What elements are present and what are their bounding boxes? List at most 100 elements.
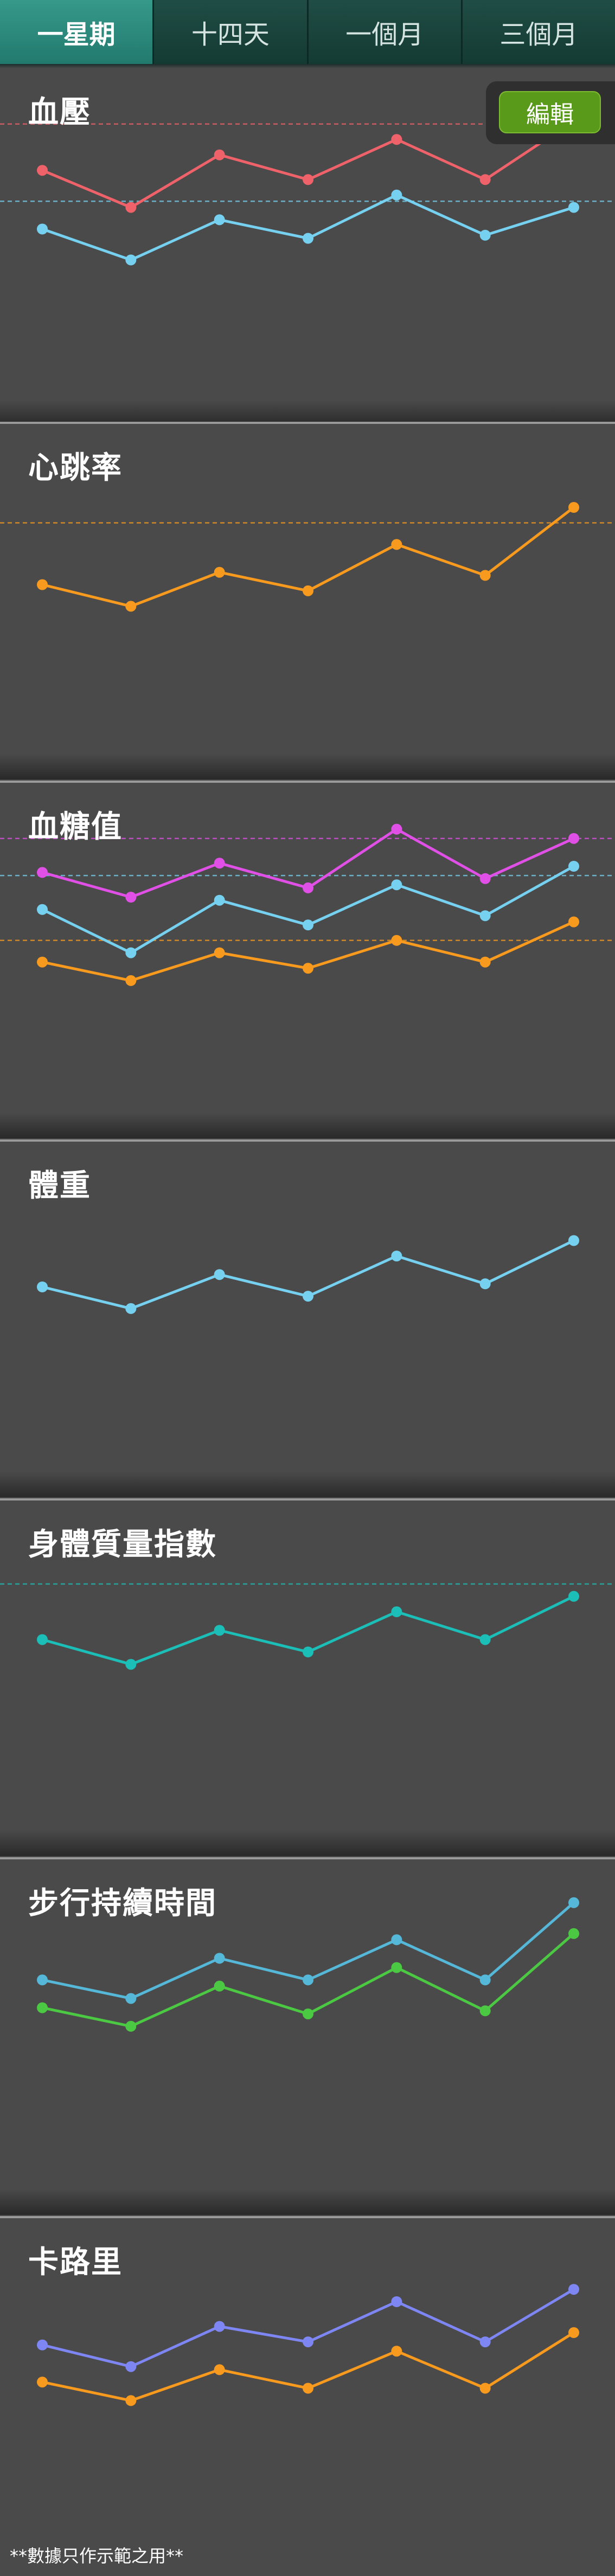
data-point[interactable] [568,1928,579,1939]
data-point[interactable] [479,2336,491,2348]
data-point[interactable] [125,202,137,213]
data-point[interactable] [479,1634,491,1645]
blood-glucose-chart [0,823,615,986]
panel-weight[interactable]: 體重 [0,1139,615,1497]
data-point[interactable] [125,254,137,266]
data-point[interactable] [214,2321,225,2332]
data-point[interactable] [303,919,313,931]
data-point[interactable] [303,233,313,244]
data-point[interactable] [479,2005,491,2017]
data-point[interactable] [479,229,491,241]
data-point[interactable] [303,1974,313,1986]
data-point[interactable] [479,910,491,922]
data-point[interactable] [214,1269,225,1280]
data-point[interactable] [37,2339,48,2350]
data-point[interactable] [214,1953,225,1964]
data-point[interactable] [125,1303,137,1314]
data-point[interactable] [37,1634,48,1645]
panel-title: 卡路里 [28,2245,123,2280]
data-point[interactable] [568,916,579,928]
data-point[interactable] [37,904,48,915]
data-point[interactable] [37,223,48,235]
data-point[interactable] [125,2395,137,2406]
data-point[interactable] [37,2377,48,2388]
panel-title: 血壓 [28,95,91,130]
data-point[interactable] [125,2361,137,2372]
data-point[interactable] [125,1993,137,2004]
data-point[interactable] [568,2327,579,2338]
data-point[interactable] [214,566,225,578]
data-point[interactable] [391,189,402,201]
edit-button-tray: 編輯 [486,81,615,144]
data-point[interactable] [568,833,579,844]
data-point[interactable] [214,149,225,160]
tab-fourteen-days[interactable]: 十四天 [154,0,309,64]
data-point[interactable] [568,202,579,213]
data-point[interactable] [37,867,48,878]
data-point[interactable] [37,2002,48,2013]
data-point[interactable] [391,935,402,946]
data-point[interactable] [568,1590,579,1602]
data-point[interactable] [391,1962,402,1973]
data-point[interactable] [303,1646,313,1658]
panel-walking-duration[interactable]: 步行持續時間 [0,1857,615,2215]
data-point[interactable] [125,947,137,958]
data-point[interactable] [568,1235,579,1246]
data-point[interactable] [303,585,313,596]
data-point[interactable] [391,2346,402,2357]
data-point[interactable] [568,1897,579,1908]
data-point[interactable] [37,165,48,176]
data-point[interactable] [479,2382,491,2394]
data-point[interactable] [391,134,402,145]
panel-title: 血糖值 [28,809,123,845]
panel-calories[interactable]: 卡路里 [0,2216,615,2574]
data-point[interactable] [37,1281,48,1292]
data-point[interactable] [391,879,402,891]
data-point[interactable] [125,975,137,986]
data-point[interactable] [303,2382,313,2394]
data-point[interactable] [125,601,137,612]
data-point[interactable] [479,956,491,968]
data-point[interactable] [214,2364,225,2375]
data-point[interactable] [303,2008,313,2020]
panel-bmi[interactable]: 身體質量指數 [0,1498,615,1856]
data-point[interactable] [479,174,491,185]
data-point[interactable] [391,1606,402,1618]
data-point[interactable] [391,539,402,550]
edit-button[interactable]: 編輯 [499,91,601,133]
data-point[interactable] [37,956,48,968]
data-point[interactable] [391,2296,402,2307]
tab-one-week[interactable]: 一星期 [0,0,155,64]
data-point[interactable] [303,882,313,893]
data-point[interactable] [37,579,48,590]
data-point[interactable] [125,1659,137,1670]
data-point[interactable] [214,1980,225,1992]
data-point[interactable] [214,1625,225,1636]
data-point[interactable] [568,502,579,513]
data-point[interactable] [479,1974,491,1986]
data-point[interactable] [37,1974,48,1986]
data-point[interactable] [391,1934,402,1946]
data-point[interactable] [303,174,313,185]
data-point[interactable] [479,1278,491,1290]
panel-blood-glucose[interactable]: 血糖值 [0,781,615,1138]
data-point[interactable] [391,1251,402,1261]
data-point[interactable] [303,1291,313,1302]
demo-disclaimer: **數據只作示範之用** [10,2546,184,2566]
data-point[interactable] [125,892,137,903]
tab-three-months[interactable]: 三個月 [462,0,615,64]
data-point[interactable] [125,2020,137,2032]
data-point[interactable] [303,963,313,974]
tab-one-month[interactable]: 一個月 [308,0,463,64]
data-point[interactable] [391,823,402,835]
data-point[interactable] [214,858,225,869]
data-point[interactable] [303,2336,313,2348]
data-point[interactable] [479,570,491,581]
data-point[interactable] [214,947,225,958]
data-point[interactable] [479,873,491,884]
data-point[interactable] [214,894,225,906]
data-point[interactable] [568,2284,579,2295]
data-point[interactable] [568,861,579,872]
panel-heart-rate[interactable]: 心跳率 [0,422,615,780]
data-point[interactable] [214,214,225,226]
